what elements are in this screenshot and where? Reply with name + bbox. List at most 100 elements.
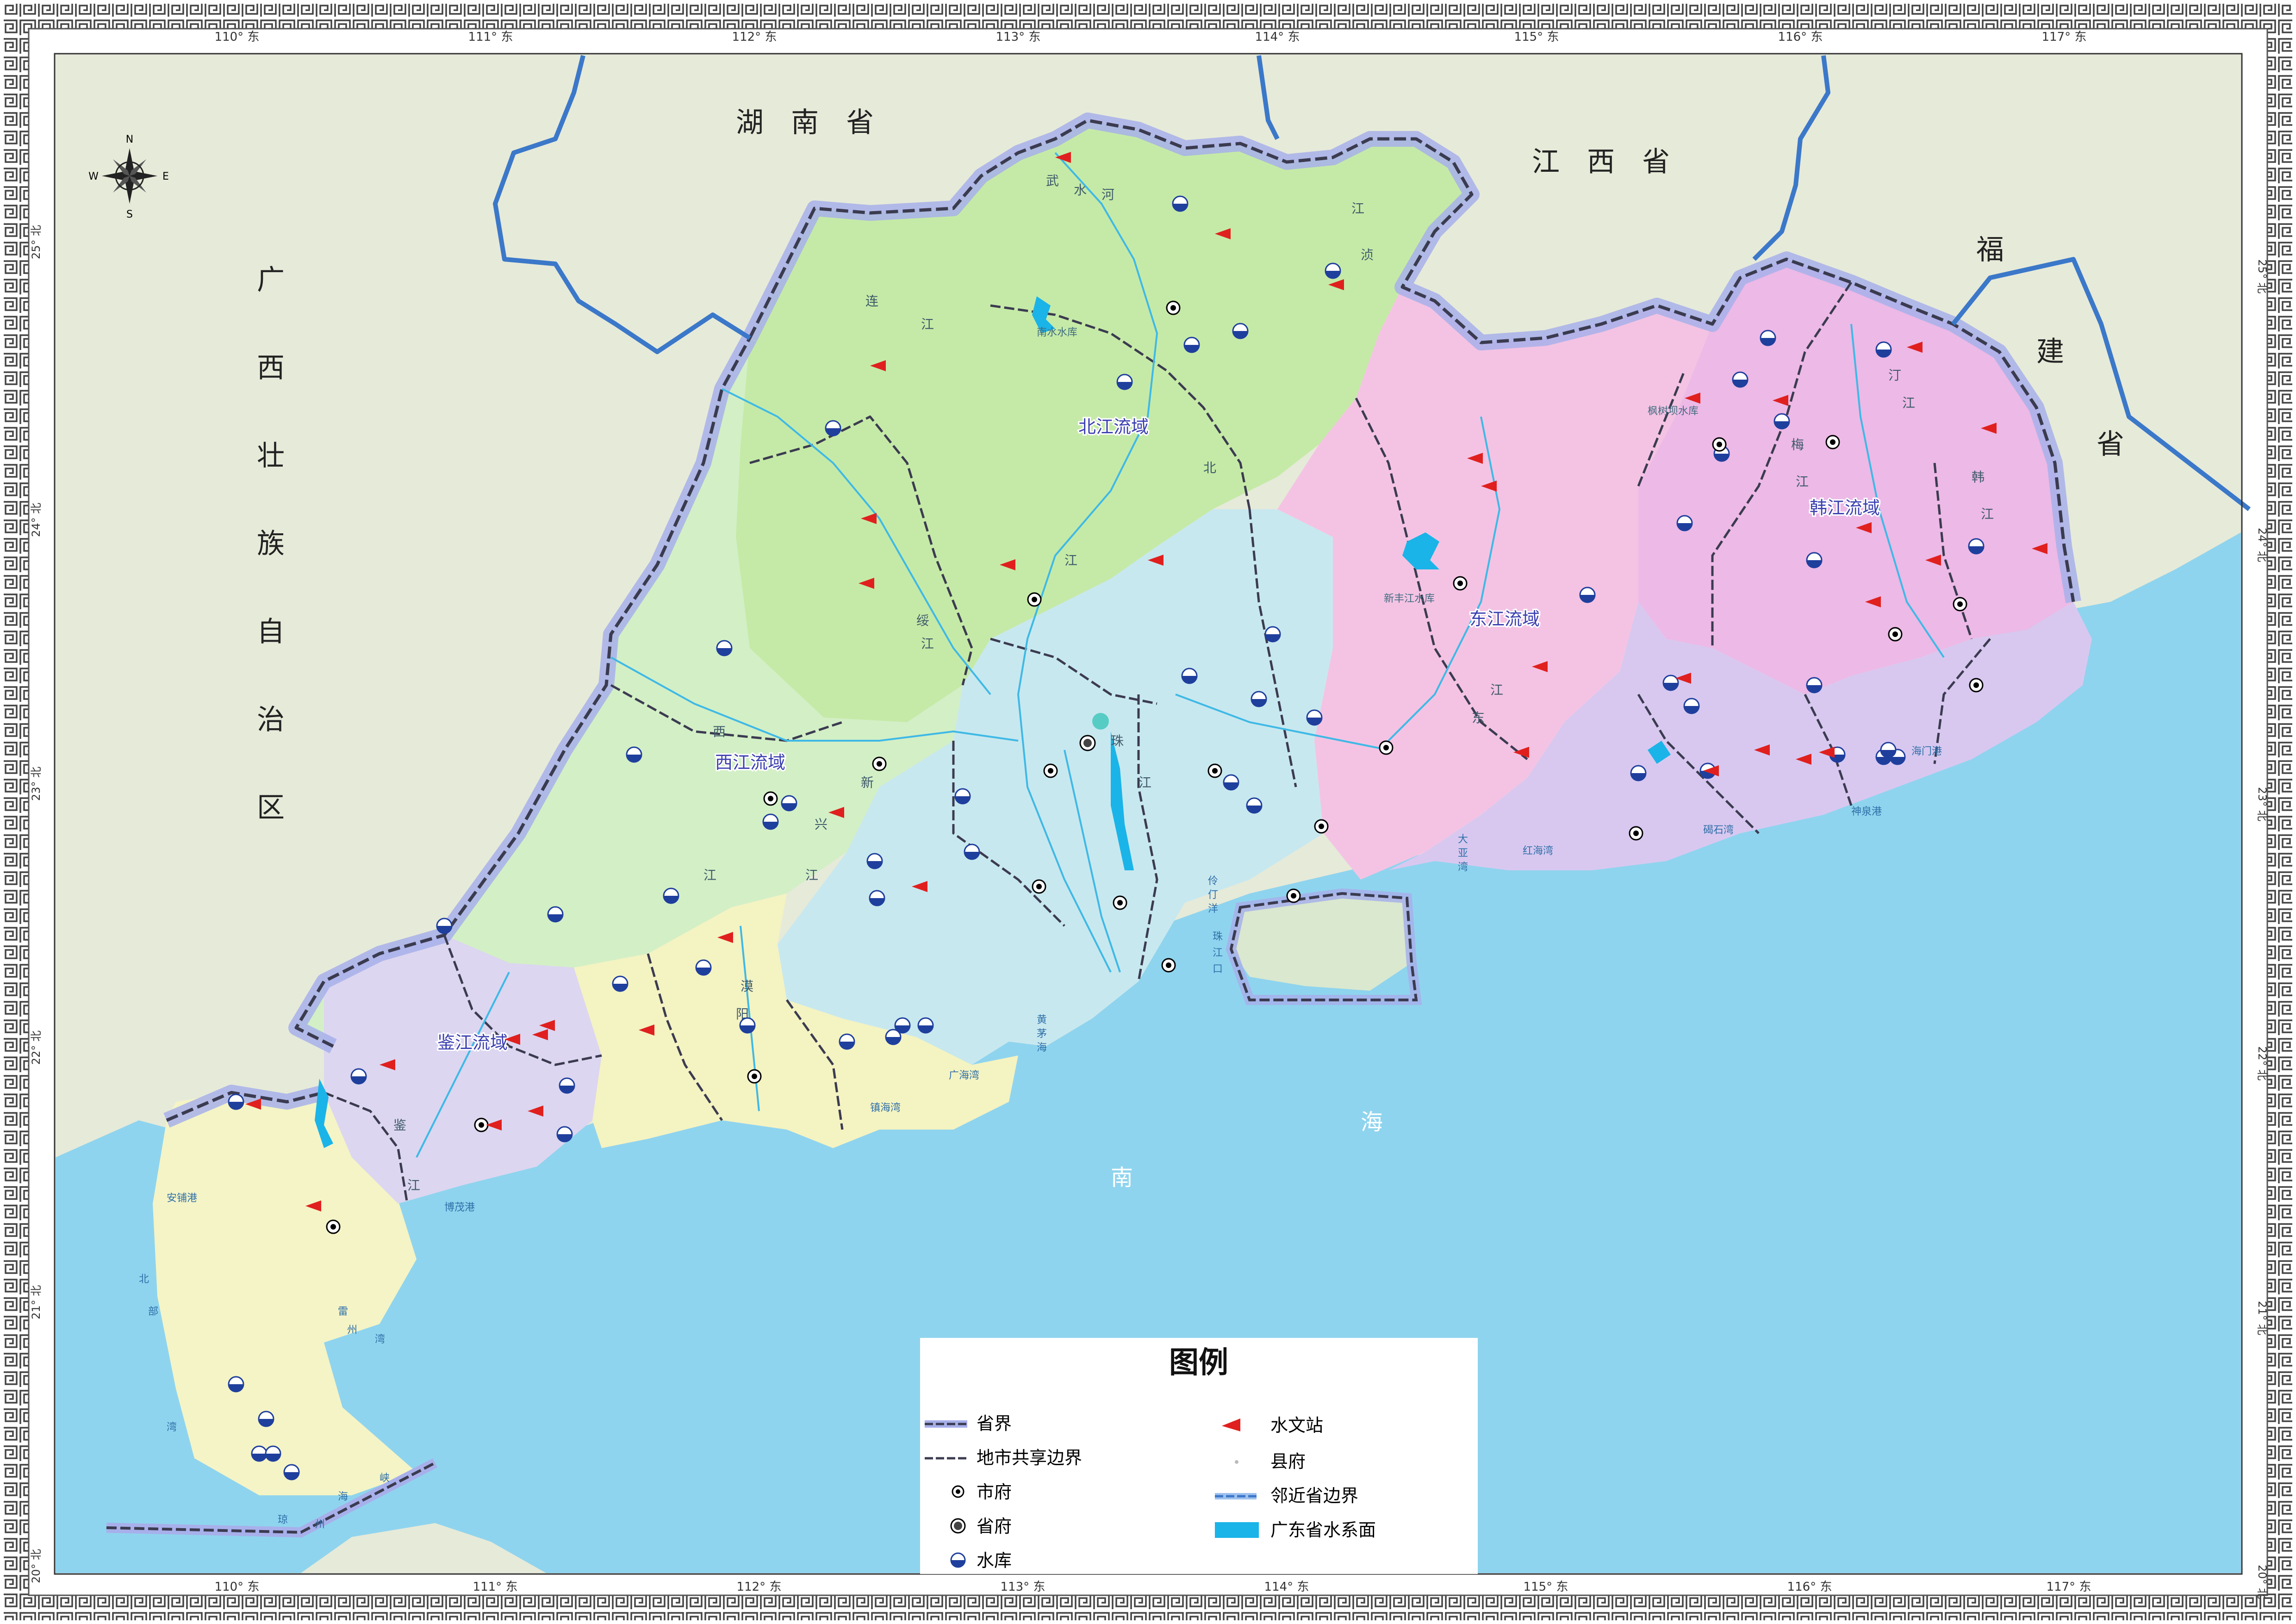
label-sea-nan: 南	[1111, 1165, 1133, 1191]
reservoir-icon	[781, 795, 797, 812]
label-xijiang-1: 西	[713, 724, 726, 739]
label-guangxi-7: 区	[257, 792, 285, 824]
city-gov-icon	[1969, 678, 1984, 693]
map-symbols	[228, 152, 2047, 1480]
reservoir-icon	[251, 1445, 268, 1462]
label-moyang-1: 漠	[740, 979, 753, 994]
city-gov-icon	[1043, 763, 1058, 778]
legend-label: 省府	[977, 1516, 1012, 1537]
map-body	[56, 55, 2251, 1573]
compass-s: S	[126, 209, 133, 220]
reservoir-icon	[663, 887, 679, 904]
lon-tick: 113° 东	[996, 30, 1041, 44]
lat-tick: 25° 北	[2256, 259, 2269, 294]
label-jianjiang-basin: 鉴江流域	[437, 1032, 508, 1053]
reservoir-icon	[228, 1093, 244, 1110]
hk-island	[1231, 893, 1412, 991]
reservoir-icon	[1732, 371, 1748, 388]
label-hanjiang-basin: 韩江流域	[1810, 498, 1880, 518]
label-lianjiang-2: 江	[921, 317, 934, 332]
label-bomao: 博茂港	[444, 1202, 475, 1213]
reservoir-icon	[1232, 323, 1249, 339]
reservoir-icon	[825, 420, 841, 437]
hydro-station-icon	[245, 1099, 261, 1110]
sea-labels: 南 海	[1111, 1109, 1383, 1191]
city-gov-icon	[1453, 576, 1468, 591]
legend-label: 邻近省边界	[1270, 1486, 1358, 1506]
reservoir-icon	[559, 1077, 575, 1094]
reservoir-icon	[1172, 195, 1188, 212]
label-jieshi: 碣石湾	[1703, 824, 1734, 836]
hydro-station-icon	[717, 932, 733, 943]
label-ninxi-2: 兴	[815, 817, 828, 832]
reservoir-icon	[1875, 341, 1892, 358]
legend-box	[920, 1338, 1478, 1574]
label-zhu: 珠	[1111, 733, 1124, 749]
hydro-station-icon	[1328, 279, 1344, 290]
legend-hydro-station: 水文站	[1222, 1415, 1323, 1436]
label-beijiang-basin: 北江流域	[1078, 417, 1149, 437]
neighbor-borders	[493, 55, 2251, 511]
reservoir-icon	[894, 1017, 911, 1034]
lon-tick: 111° 东	[473, 1580, 518, 1594]
label-xijiang-2: 江	[703, 868, 716, 883]
label-qiongzhou-4: 峡	[380, 1473, 390, 1484]
legend-city-border: 地市共享边界	[925, 1448, 1082, 1468]
hydro-station-icon	[639, 1024, 654, 1036]
city-gov-icon	[1712, 437, 1727, 452]
hydro-station-icon	[1796, 754, 1811, 765]
hydro-station-icon	[870, 360, 886, 371]
hk-border-dark	[1229, 892, 1418, 1001]
label-jiangxi: 江 西 省	[1532, 146, 1679, 178]
legend-label: 市府	[977, 1482, 1012, 1502]
reservoir-icon	[1181, 668, 1198, 684]
label-nanshui: 南水水库	[1037, 327, 1077, 338]
reservoir-icon	[1773, 413, 1790, 430]
hydro-station-icon	[1907, 342, 1923, 353]
city-gov-icon	[747, 1069, 762, 1084]
city-gov-icon	[1825, 435, 1840, 450]
label-xijiang-basin: 西江流域	[715, 752, 785, 773]
label-hunan: 湖 南 省	[736, 106, 883, 139]
lon-tick: 117° 东	[2042, 30, 2087, 44]
hydro-station-icon	[1000, 559, 1015, 570]
label-guangxi-6: 治	[257, 704, 285, 736]
legend-label: 县府	[1270, 1451, 1306, 1472]
label-beibu-3: 湾	[167, 1422, 177, 1433]
reservoir-icon	[265, 1445, 281, 1462]
label-lingding-3: 洋	[1208, 903, 1218, 915]
lat-tick: 21° 北	[2256, 1301, 2269, 1335]
label-meijiang-2: 江	[1796, 474, 1809, 489]
hydro-station-icon	[1148, 555, 1164, 566]
hydro-station-icon	[912, 881, 927, 892]
label-zhenjiang-2: 江	[1351, 201, 1364, 216]
reservoir-icon	[964, 843, 980, 860]
lat-ticks-right: 25° 北 24° 北 23° 北 22° 北 21° 北 20° 北	[2256, 259, 2269, 1599]
label-daya-1: 大	[1458, 834, 1468, 845]
label-guangxi-5: 自	[257, 616, 285, 648]
hydro-station-icon	[380, 1059, 395, 1070]
reservoir-icon	[716, 640, 733, 656]
label-ninxi-1: 新	[861, 775, 874, 790]
reservoir-icon	[556, 1126, 573, 1143]
city-gov-icon	[872, 756, 887, 771]
lat-tick: 22° 北	[30, 1031, 43, 1065]
basin-leizhou	[167, 1093, 398, 1213]
basin-jianjiang	[324, 935, 602, 1204]
label-zhenhai: 镇海湾	[870, 1102, 901, 1114]
lat-tick: 21° 北	[30, 1285, 43, 1319]
lon-tick: 113° 东	[1001, 1580, 1045, 1594]
lat-tick: 20° 北	[2256, 1565, 2269, 1599]
reservoir-icon	[1760, 330, 1776, 346]
compass-n: N	[126, 134, 133, 145]
reservoir-icon	[1306, 709, 1323, 726]
reservoir-icon	[1662, 675, 1679, 691]
label-guanghai: 广海湾	[949, 1070, 979, 1081]
label-jianjiang-1: 鉴	[393, 1118, 406, 1133]
city-gov-icon	[1379, 740, 1394, 755]
legend-label: 地市共享边界	[977, 1448, 1082, 1468]
hydro-station-icon	[1532, 661, 1548, 672]
reservoir-icon	[612, 975, 628, 992]
lon-tick: 111° 东	[468, 30, 513, 44]
